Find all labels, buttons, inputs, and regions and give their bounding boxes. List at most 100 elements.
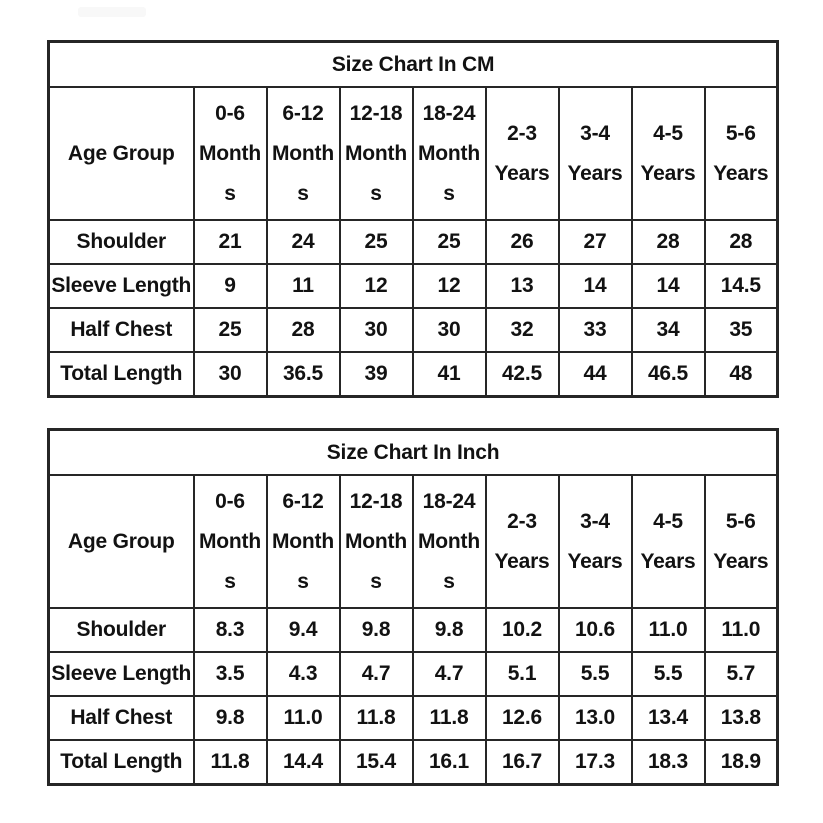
size-value-cell: 27 <box>557 219 633 265</box>
size-value-cell: 28 <box>265 307 341 353</box>
column-header-5-6-years: 5-6 Years <box>703 474 779 609</box>
row-label: Sleeve Length <box>47 651 195 697</box>
size-value-cell: 21 <box>192 219 268 265</box>
column-header-6-12-months: 6-12 Month s <box>265 474 341 609</box>
size-value-cell: 9.8 <box>411 607 487 653</box>
size-value-cell: 14.4 <box>265 739 341 786</box>
column-header-line: 3-4 <box>580 509 610 533</box>
size-value-cell: 35 <box>703 307 779 353</box>
column-header-line: s <box>370 569 382 593</box>
column-header-line: Years <box>567 549 623 573</box>
size-value-cell: 16.7 <box>484 739 560 786</box>
table-title: Size Chart In CM <box>47 40 779 88</box>
age-group-header-row: Age Group 0-6 Month s 6-12 Month s 12-18 Month s 1… <box>47 474 779 609</box>
size-value-cell: 9.8 <box>338 607 414 653</box>
size-value-cell: 9.4 <box>265 607 341 653</box>
column-header-4-5-years: 4-5 Years <box>630 86 706 221</box>
measurement-row-half-chest: Half Chest 25 28 30 30 32 33 34 35 <box>47 307 779 353</box>
size-value-cell: 34 <box>630 307 706 353</box>
column-header-line: 12-18 <box>349 101 403 125</box>
row-label: Shoulder <box>47 607 195 653</box>
column-header-line: 4-5 <box>653 509 683 533</box>
size-value-cell: 10.2 <box>484 607 560 653</box>
size-value-cell: 36.5 <box>265 351 341 398</box>
column-header-line: 12-18 <box>349 489 403 513</box>
size-value-cell: 11 <box>265 263 341 309</box>
size-value-cell: 11.0 <box>630 607 706 653</box>
column-header-18-24-months: 18-24 Month s <box>411 474 487 609</box>
size-value-cell: 12 <box>338 263 414 309</box>
measurement-row-sleeve-length: Sleeve Length 3.5 4.3 4.7 4.7 5.1 5.5 5.5 5.7 <box>47 651 779 697</box>
size-value-cell: 44 <box>557 351 633 398</box>
column-header-line: Month <box>345 529 407 553</box>
column-header-line: s <box>443 569 455 593</box>
size-value-cell: 5.5 <box>630 651 706 697</box>
size-value-cell: 48 <box>703 351 779 398</box>
column-header-4-5-years: 4-5 Years <box>630 474 706 609</box>
size-value-cell: 25 <box>192 307 268 353</box>
size-value-cell: 10.6 <box>557 607 633 653</box>
size-chart-table-inch: Size Chart In Inch Age Group 0-6 Month s 6-12… <box>47 428 780 786</box>
size-value-cell: 11.0 <box>265 695 341 741</box>
column-header-line: Month <box>272 141 334 165</box>
size-value-cell: 42.5 <box>484 351 560 398</box>
size-value-cell: 12.6 <box>484 695 560 741</box>
size-value-cell: 11.8 <box>338 695 414 741</box>
size-value-cell: 11.0 <box>703 607 779 653</box>
size-value-cell: 4.3 <box>265 651 341 697</box>
measurement-row-shoulder: Shoulder 8.3 9.4 9.8 9.8 10.2 10.6 11.0 11.0 <box>47 607 779 653</box>
column-header-line: 4-5 <box>653 121 683 145</box>
column-header-18-24-months: 18-24 Month s <box>411 86 487 221</box>
size-value-cell: 16.1 <box>411 739 487 786</box>
measurement-row-shoulder: Shoulder 21 24 25 25 26 27 28 28 <box>47 219 779 265</box>
column-header-line: 18-24 <box>422 101 476 125</box>
column-header-0-6-months: 0-6 Month s <box>192 86 268 221</box>
column-header-line: s <box>224 181 236 205</box>
size-value-cell: 15.4 <box>338 739 414 786</box>
size-value-cell: 13 <box>484 263 560 309</box>
size-value-cell: 4.7 <box>338 651 414 697</box>
column-header-line: 0-6 <box>215 489 245 513</box>
size-value-cell: 9 <box>192 263 268 309</box>
column-header-line: Years <box>713 161 769 185</box>
watermark-strip <box>78 7 146 17</box>
size-value-cell: 33 <box>557 307 633 353</box>
row-label: Sleeve Length <box>47 263 195 309</box>
size-value-cell: 4.7 <box>411 651 487 697</box>
column-header-3-4-years: 3-4 Years <box>557 86 633 221</box>
column-header-line: Month <box>418 529 480 553</box>
row-label: Half Chest <box>47 695 195 741</box>
size-value-cell: 32 <box>484 307 560 353</box>
column-header-line: s <box>297 569 309 593</box>
measurement-row-total-length: Total Length 30 36.5 39 41 42.5 44 46.5 48 <box>47 351 779 398</box>
age-group-label: Age Group <box>47 86 195 221</box>
column-header-line: Month <box>345 141 407 165</box>
size-value-cell: 13.0 <box>557 695 633 741</box>
column-header-line: Years <box>494 549 550 573</box>
size-value-cell: 17.3 <box>557 739 633 786</box>
size-value-cell: 46.5 <box>630 351 706 398</box>
size-value-cell: 39 <box>338 351 414 398</box>
column-header-12-18-months: 12-18 Month s <box>338 474 414 609</box>
size-value-cell: 14 <box>557 263 633 309</box>
size-value-cell: 26 <box>484 219 560 265</box>
size-value-cell: 14.5 <box>703 263 779 309</box>
column-header-line: Month <box>418 141 480 165</box>
size-value-cell: 30 <box>338 307 414 353</box>
size-value-cell: 28 <box>630 219 706 265</box>
size-value-cell: 5.7 <box>703 651 779 697</box>
table-title: Size Chart In Inch <box>47 428 779 476</box>
column-header-line: 6-12 <box>282 101 324 125</box>
measurement-row-sleeve-length: Sleeve Length 9 11 12 12 13 14 14 14.5 <box>47 263 779 309</box>
measurement-row-half-chest: Half Chest 9.8 11.0 11.8 11.8 12.6 13.0 13.4 13.… <box>47 695 779 741</box>
size-value-cell: 18.3 <box>630 739 706 786</box>
size-value-cell: 5.1 <box>484 651 560 697</box>
column-header-line: 2-3 <box>507 509 537 533</box>
column-header-line: Years <box>494 161 550 185</box>
column-header-line: Month <box>199 141 261 165</box>
age-group-header-row: Age Group 0-6 Month s 6-12 Month s 12-18 Month s 1… <box>47 86 779 221</box>
size-value-cell: 11.8 <box>192 739 268 786</box>
size-value-cell: 25 <box>411 219 487 265</box>
column-header-2-3-years: 2-3 Years <box>484 474 560 609</box>
column-header-line: Years <box>640 549 696 573</box>
